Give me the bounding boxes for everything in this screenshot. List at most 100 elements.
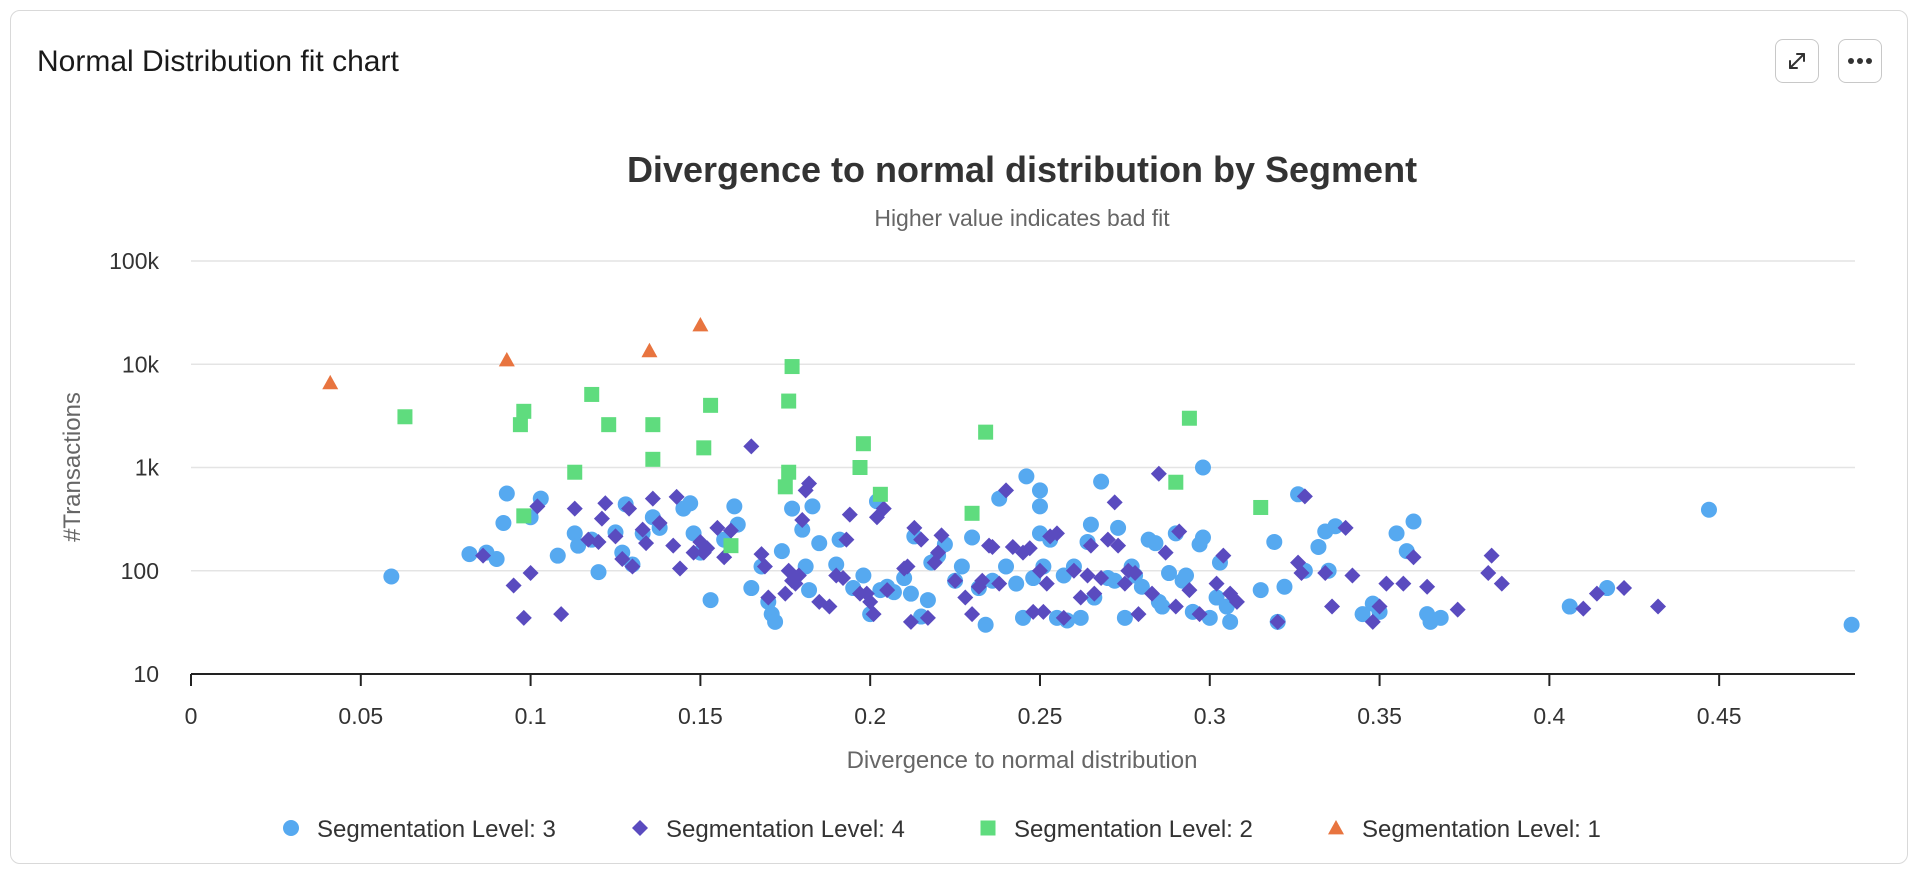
legend-marker bbox=[980, 820, 996, 836]
data-point bbox=[1432, 609, 1449, 626]
data-point bbox=[1276, 578, 1293, 595]
data-point bbox=[1116, 575, 1133, 592]
data-point bbox=[601, 417, 617, 433]
legend-item: Segmentation Level: 4 bbox=[632, 816, 905, 843]
expand-button[interactable] bbox=[1775, 39, 1819, 83]
data-point bbox=[984, 538, 1001, 555]
data-point bbox=[1253, 499, 1269, 515]
data-point bbox=[1154, 598, 1171, 615]
data-point bbox=[1266, 533, 1283, 550]
data-point bbox=[855, 436, 871, 452]
data-point bbox=[522, 565, 539, 582]
data-point bbox=[1157, 544, 1174, 561]
grid-lines bbox=[191, 260, 1855, 572]
data-point bbox=[1650, 598, 1667, 615]
data-point bbox=[624, 558, 641, 575]
data-point bbox=[1327, 518, 1344, 535]
data-point bbox=[801, 475, 818, 492]
data-point bbox=[1371, 598, 1388, 615]
data-point bbox=[1171, 523, 1188, 540]
data-point bbox=[566, 525, 583, 542]
y-axis-title: #Transactions bbox=[59, 392, 86, 542]
data-point bbox=[495, 515, 512, 532]
data-point bbox=[645, 451, 661, 467]
data-point bbox=[821, 598, 838, 615]
card-title: Normal Distribution fit chart bbox=[37, 45, 399, 78]
data-point bbox=[811, 535, 828, 552]
data-point bbox=[1324, 598, 1341, 615]
data-point bbox=[1191, 606, 1208, 623]
data-point bbox=[726, 498, 743, 515]
data-point bbox=[760, 589, 777, 606]
data-point bbox=[998, 558, 1015, 575]
data-point bbox=[784, 500, 801, 517]
data-point bbox=[1405, 513, 1422, 530]
data-point bbox=[998, 482, 1015, 499]
data-point bbox=[1110, 519, 1127, 536]
data-point bbox=[1178, 567, 1195, 584]
data-point bbox=[1293, 565, 1310, 582]
more-options-button[interactable] bbox=[1838, 39, 1882, 83]
data-point bbox=[614, 550, 631, 567]
x-tick-label: 0.45 bbox=[1697, 703, 1742, 729]
y-tick-label: 100 bbox=[121, 558, 159, 584]
legend-label: Segmentation Level: 3 bbox=[317, 816, 556, 843]
data-point bbox=[875, 500, 892, 517]
series-triangle-points bbox=[322, 316, 709, 390]
data-point bbox=[902, 585, 919, 602]
data-point bbox=[644, 490, 661, 507]
data-point bbox=[753, 546, 770, 563]
data-point bbox=[1337, 519, 1354, 536]
data-point bbox=[1310, 538, 1327, 555]
data-point bbox=[597, 495, 614, 512]
data-point bbox=[852, 460, 868, 475]
data-point bbox=[899, 558, 916, 575]
data-point bbox=[672, 560, 689, 577]
data-point bbox=[634, 521, 651, 538]
x-tick-label: 0.4 bbox=[1533, 703, 1565, 729]
data-point bbox=[957, 589, 974, 606]
data-point bbox=[919, 609, 936, 626]
data-point bbox=[872, 486, 888, 502]
data-point bbox=[743, 438, 760, 455]
data-point bbox=[1106, 494, 1123, 511]
y-tick-label: 1k bbox=[135, 455, 160, 481]
expand-icon bbox=[1789, 53, 1805, 69]
data-point bbox=[638, 535, 655, 552]
data-point bbox=[1093, 473, 1110, 490]
data-point bbox=[1269, 613, 1286, 630]
data-point bbox=[505, 577, 522, 594]
data-point bbox=[1167, 598, 1184, 615]
data-point bbox=[1035, 603, 1052, 620]
data-point bbox=[756, 558, 773, 575]
data-point bbox=[1181, 582, 1198, 599]
chart-title: Divergence to normal distribution by Seg… bbox=[627, 149, 1417, 190]
legend-item: Segmentation Level: 2 bbox=[980, 816, 1253, 843]
data-point bbox=[566, 500, 583, 517]
data-point bbox=[1575, 600, 1592, 617]
data-point bbox=[645, 417, 661, 433]
data-point bbox=[567, 464, 583, 480]
data-point bbox=[1364, 613, 1381, 630]
data-point bbox=[804, 498, 821, 515]
data-point bbox=[703, 397, 719, 413]
data-point bbox=[862, 593, 879, 610]
data-point bbox=[855, 567, 872, 584]
data-point bbox=[699, 540, 716, 557]
data-point bbox=[1079, 567, 1096, 584]
data-point bbox=[991, 575, 1008, 592]
data-point bbox=[947, 572, 964, 589]
data-point bbox=[529, 498, 546, 515]
data-point bbox=[590, 533, 607, 550]
data-point bbox=[1018, 468, 1035, 485]
data-point bbox=[913, 531, 930, 548]
x-tick-label: 0.2 bbox=[854, 703, 886, 729]
data-point bbox=[743, 580, 760, 597]
legend-marker bbox=[1328, 820, 1344, 835]
data-point bbox=[1038, 575, 1055, 592]
data-point bbox=[682, 495, 699, 512]
data-point bbox=[516, 403, 532, 419]
data-point bbox=[1082, 537, 1099, 554]
data-point bbox=[1072, 589, 1089, 606]
data-point bbox=[553, 606, 570, 623]
